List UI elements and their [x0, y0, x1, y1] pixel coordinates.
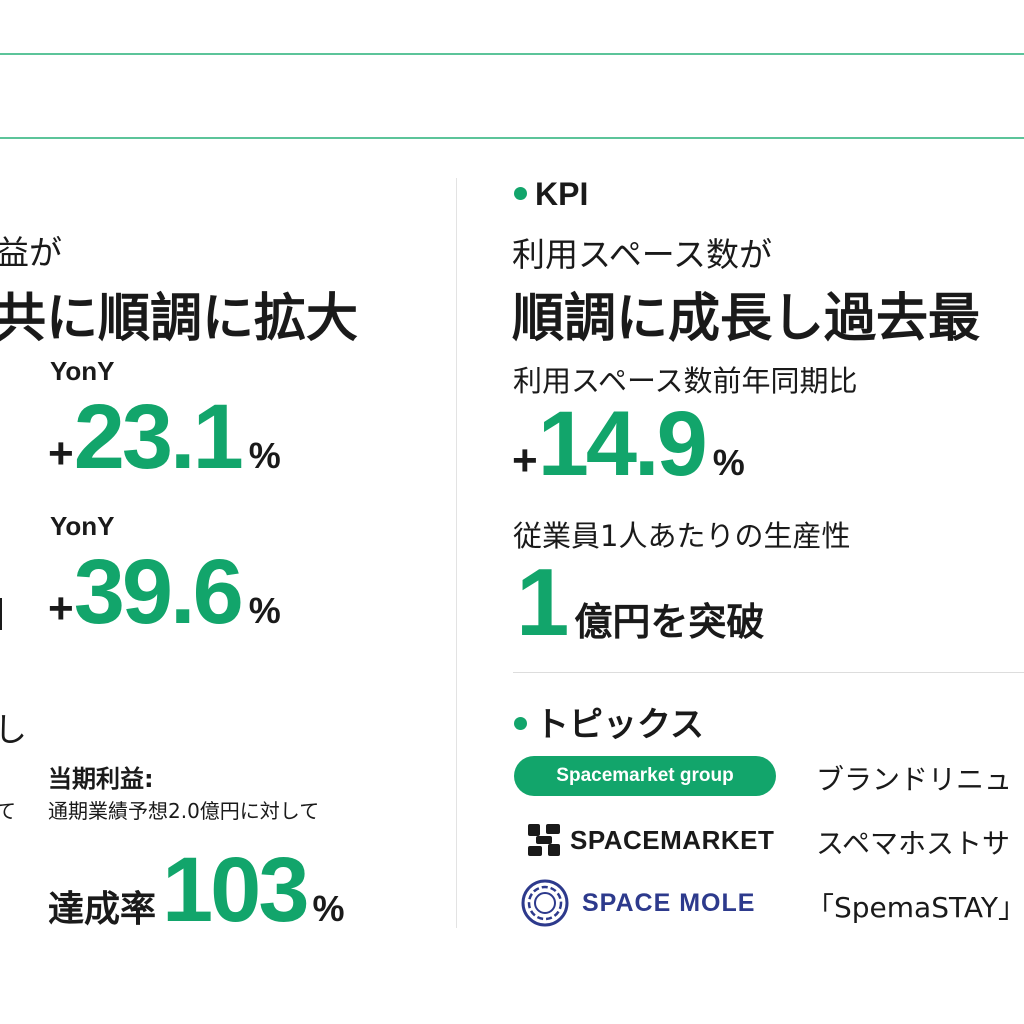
kpi-metric2-label: 従業員1人あたりの生産性: [513, 519, 851, 553]
achievement-row: 達成率103%: [48, 838, 345, 943]
left-partial-text2: て: [0, 799, 16, 823]
kpi-metric2-value: 1: [516, 549, 569, 656]
achievement-label: 達成率: [48, 889, 157, 930]
topic2-text[interactable]: スペマホストサ: [816, 827, 1011, 860]
spacemarket-logo: SPACEMARKET: [526, 822, 774, 858]
space-mole-logo: SPACE MOLE: [520, 878, 755, 928]
spacemarket-logo-text: SPACEMARKET: [570, 824, 775, 855]
achievement-value: 103: [162, 839, 309, 941]
kpi-bullet-icon: [514, 187, 527, 201]
spacemarket-group-badge: Spacemarket group: [514, 756, 776, 796]
top-rule: [0, 53, 1024, 55]
left-cut-mark: [0, 598, 2, 630]
kpi-metric1-label: 利用スペース数前年同期比: [513, 364, 858, 398]
metric1-unit: %: [248, 435, 281, 476]
topics-bullet-icon: [514, 717, 527, 730]
left-heading-line1: 益が: [0, 233, 62, 272]
kpi-metric1-value: 14.9: [537, 393, 708, 495]
metric1-sign: +: [48, 429, 74, 478]
left-heading-line2: 共に順調に拡大: [0, 289, 359, 349]
profit-note: 通期業績予想2.0億円に対して: [48, 799, 320, 823]
metric2-value-row: +39.6%: [48, 540, 281, 643]
kpi-heading-line2: 順調に成長し過去最: [512, 289, 981, 349]
metric2-sign: +: [48, 584, 74, 633]
kpi-metric2-unit: 億円を突破: [574, 600, 765, 644]
metric1-value-row: +23.1%: [48, 385, 281, 488]
metric2-unit: %: [248, 590, 281, 631]
kpi-metric1-value-row: +14.9%: [512, 392, 745, 497]
space-mole-logo-text: SPACE MOLE: [582, 888, 756, 917]
metric2-label: YonY: [50, 511, 115, 541]
kpi-title-text: KPI: [535, 176, 589, 212]
spacemarket-group-badge-text: Spacemarket group: [556, 765, 734, 786]
topic1-text[interactable]: ブランドリニュ: [816, 763, 1013, 796]
kpi-section-title: KPI: [514, 176, 588, 213]
column-divider: [456, 178, 457, 928]
kpi-metric2-value-row: 1 億円を突破: [516, 548, 764, 658]
left-partial-text: し: [0, 710, 27, 749]
kpi-topics-divider: [513, 672, 1024, 673]
metric2-value: 39.6: [73, 541, 244, 643]
kpi-heading-line1: 利用スペース数が: [512, 235, 773, 274]
topic3-text[interactable]: 「SpemaSTAY」: [806, 891, 1024, 924]
profit-label: 当期利益:: [48, 765, 154, 793]
metric1-label: YonY: [50, 356, 115, 386]
achievement-unit: %: [312, 888, 345, 929]
kpi-metric1-sign: +: [512, 436, 538, 485]
topics-section-title: トピックス: [514, 697, 704, 746]
kpi-metric1-unit: %: [712, 442, 745, 483]
topics-title-text: トピックス: [535, 705, 704, 745]
space-mole-logo-icon: [521, 879, 569, 927]
metric1-value: 23.1: [73, 386, 244, 488]
spacemarket-logo-icon: [528, 824, 560, 856]
header-bottom-rule: [0, 137, 1024, 139]
